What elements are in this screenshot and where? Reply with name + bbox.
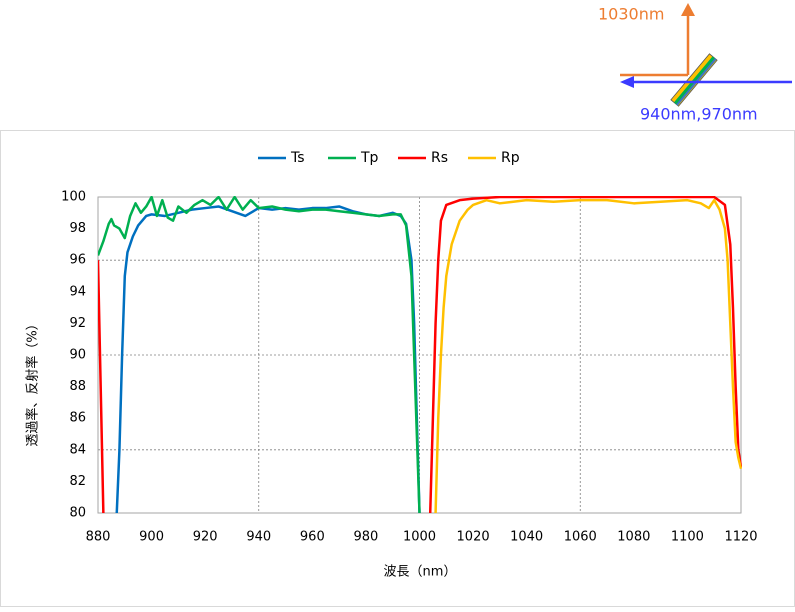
x-tick-label: 940 [246,530,271,545]
y-tick-label: 100 [61,190,86,205]
x-tick-label: 1060 [564,530,597,545]
x-axis-label: 波長（nm） [384,565,457,580]
reflect-label: 1030nm [598,5,664,24]
legend-label: Ts [290,150,305,166]
y-axis-label: 透過率、反射率（%） [25,317,41,446]
x-tick-label: 1080 [617,530,650,545]
legend-label: Rp [501,150,520,166]
x-tick-label: 1120 [724,530,757,545]
y-tick-label: 80 [69,506,86,521]
x-tick-label: 1040 [510,530,543,545]
x-tick-label: 960 [300,530,325,545]
chart-frame [0,130,795,607]
series-line [98,196,742,514]
legend-label: Tp [360,150,379,166]
y-tick-label: 92 [69,316,86,331]
arrow-head [681,3,695,16]
filter-diagram: 1030nm 940nm,970nm [598,3,792,124]
y-tick-label: 86 [69,411,86,426]
transmit-label: 940nm,970nm [640,105,758,124]
y-tick-label: 90 [69,348,86,363]
x-tick-label: 1020 [457,530,490,545]
x-tick-label: 1100 [671,530,704,545]
y-tick-label: 84 [69,442,86,457]
arrow-head [620,76,634,88]
x-tick-label: 980 [354,530,379,545]
x-tick-label: 900 [139,530,164,545]
y-tick-label: 94 [69,284,86,299]
x-tick-label: 1000 [403,530,436,545]
series-line [434,198,742,514]
x-tick-label: 880 [86,530,111,545]
x-tick-label: 920 [193,530,218,545]
y-tick-label: 98 [69,221,86,236]
y-tick-label: 96 [69,253,86,268]
y-tick-label: 82 [69,474,86,489]
y-tick-label: 88 [69,379,86,394]
legend-label: Rs [431,150,448,166]
filter-plate [670,53,718,107]
series-line [98,196,421,514]
